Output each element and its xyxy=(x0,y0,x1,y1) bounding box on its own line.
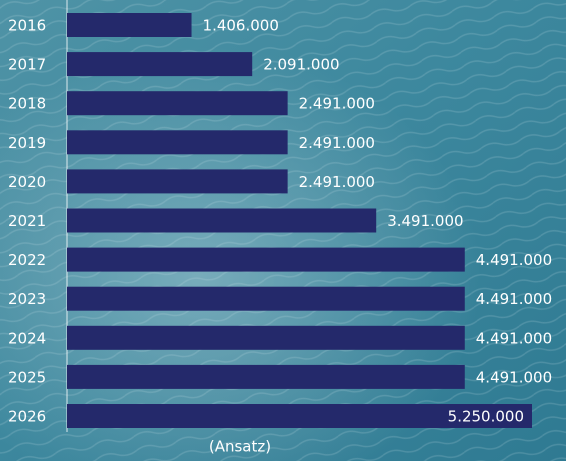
value-label: 3.491.000 xyxy=(387,212,463,230)
y-tick-label: 2026 xyxy=(8,408,46,426)
y-tick-label: 2023 xyxy=(8,290,46,308)
bar xyxy=(67,364,465,389)
value-label: 2.091.000 xyxy=(263,56,339,74)
y-tick-label: 2019 xyxy=(8,134,46,152)
bar xyxy=(67,208,377,233)
value-label: 2.491.000 xyxy=(299,134,375,152)
value-label: 4.491.000 xyxy=(476,368,552,386)
bar xyxy=(67,130,288,155)
bar xyxy=(67,404,532,428)
bar xyxy=(67,169,288,194)
value-label: 4.491.000 xyxy=(476,251,552,269)
bar xyxy=(67,13,192,37)
value-label: 1.406.000 xyxy=(203,17,279,35)
y-tick-label: 2024 xyxy=(8,329,46,347)
bar xyxy=(67,286,465,311)
plot-area: 2016 1.406.000 2017 2.091.000 2018 2.491.000 2… xyxy=(8,13,552,428)
bar xyxy=(67,325,465,350)
y-tick-label: 2021 xyxy=(8,212,46,230)
annotation: (Ansatz) xyxy=(209,438,271,456)
value-label: 2.491.000 xyxy=(299,173,375,191)
bar xyxy=(67,91,288,116)
value-label: 4.491.000 xyxy=(476,290,552,308)
bar xyxy=(67,247,465,272)
y-tick-label: 2018 xyxy=(8,95,46,113)
y-tick-label: 2022 xyxy=(8,251,46,269)
value-label: 5.250.000 xyxy=(448,408,524,426)
y-tick-label: 2017 xyxy=(8,56,46,74)
y-tick-label: 2025 xyxy=(8,368,46,386)
bar xyxy=(67,52,253,77)
value-label: 2.491.000 xyxy=(299,95,375,113)
y-tick-label: 2016 xyxy=(8,17,46,35)
y-tick-label: 2020 xyxy=(8,173,46,191)
value-label: 4.491.000 xyxy=(476,329,552,347)
